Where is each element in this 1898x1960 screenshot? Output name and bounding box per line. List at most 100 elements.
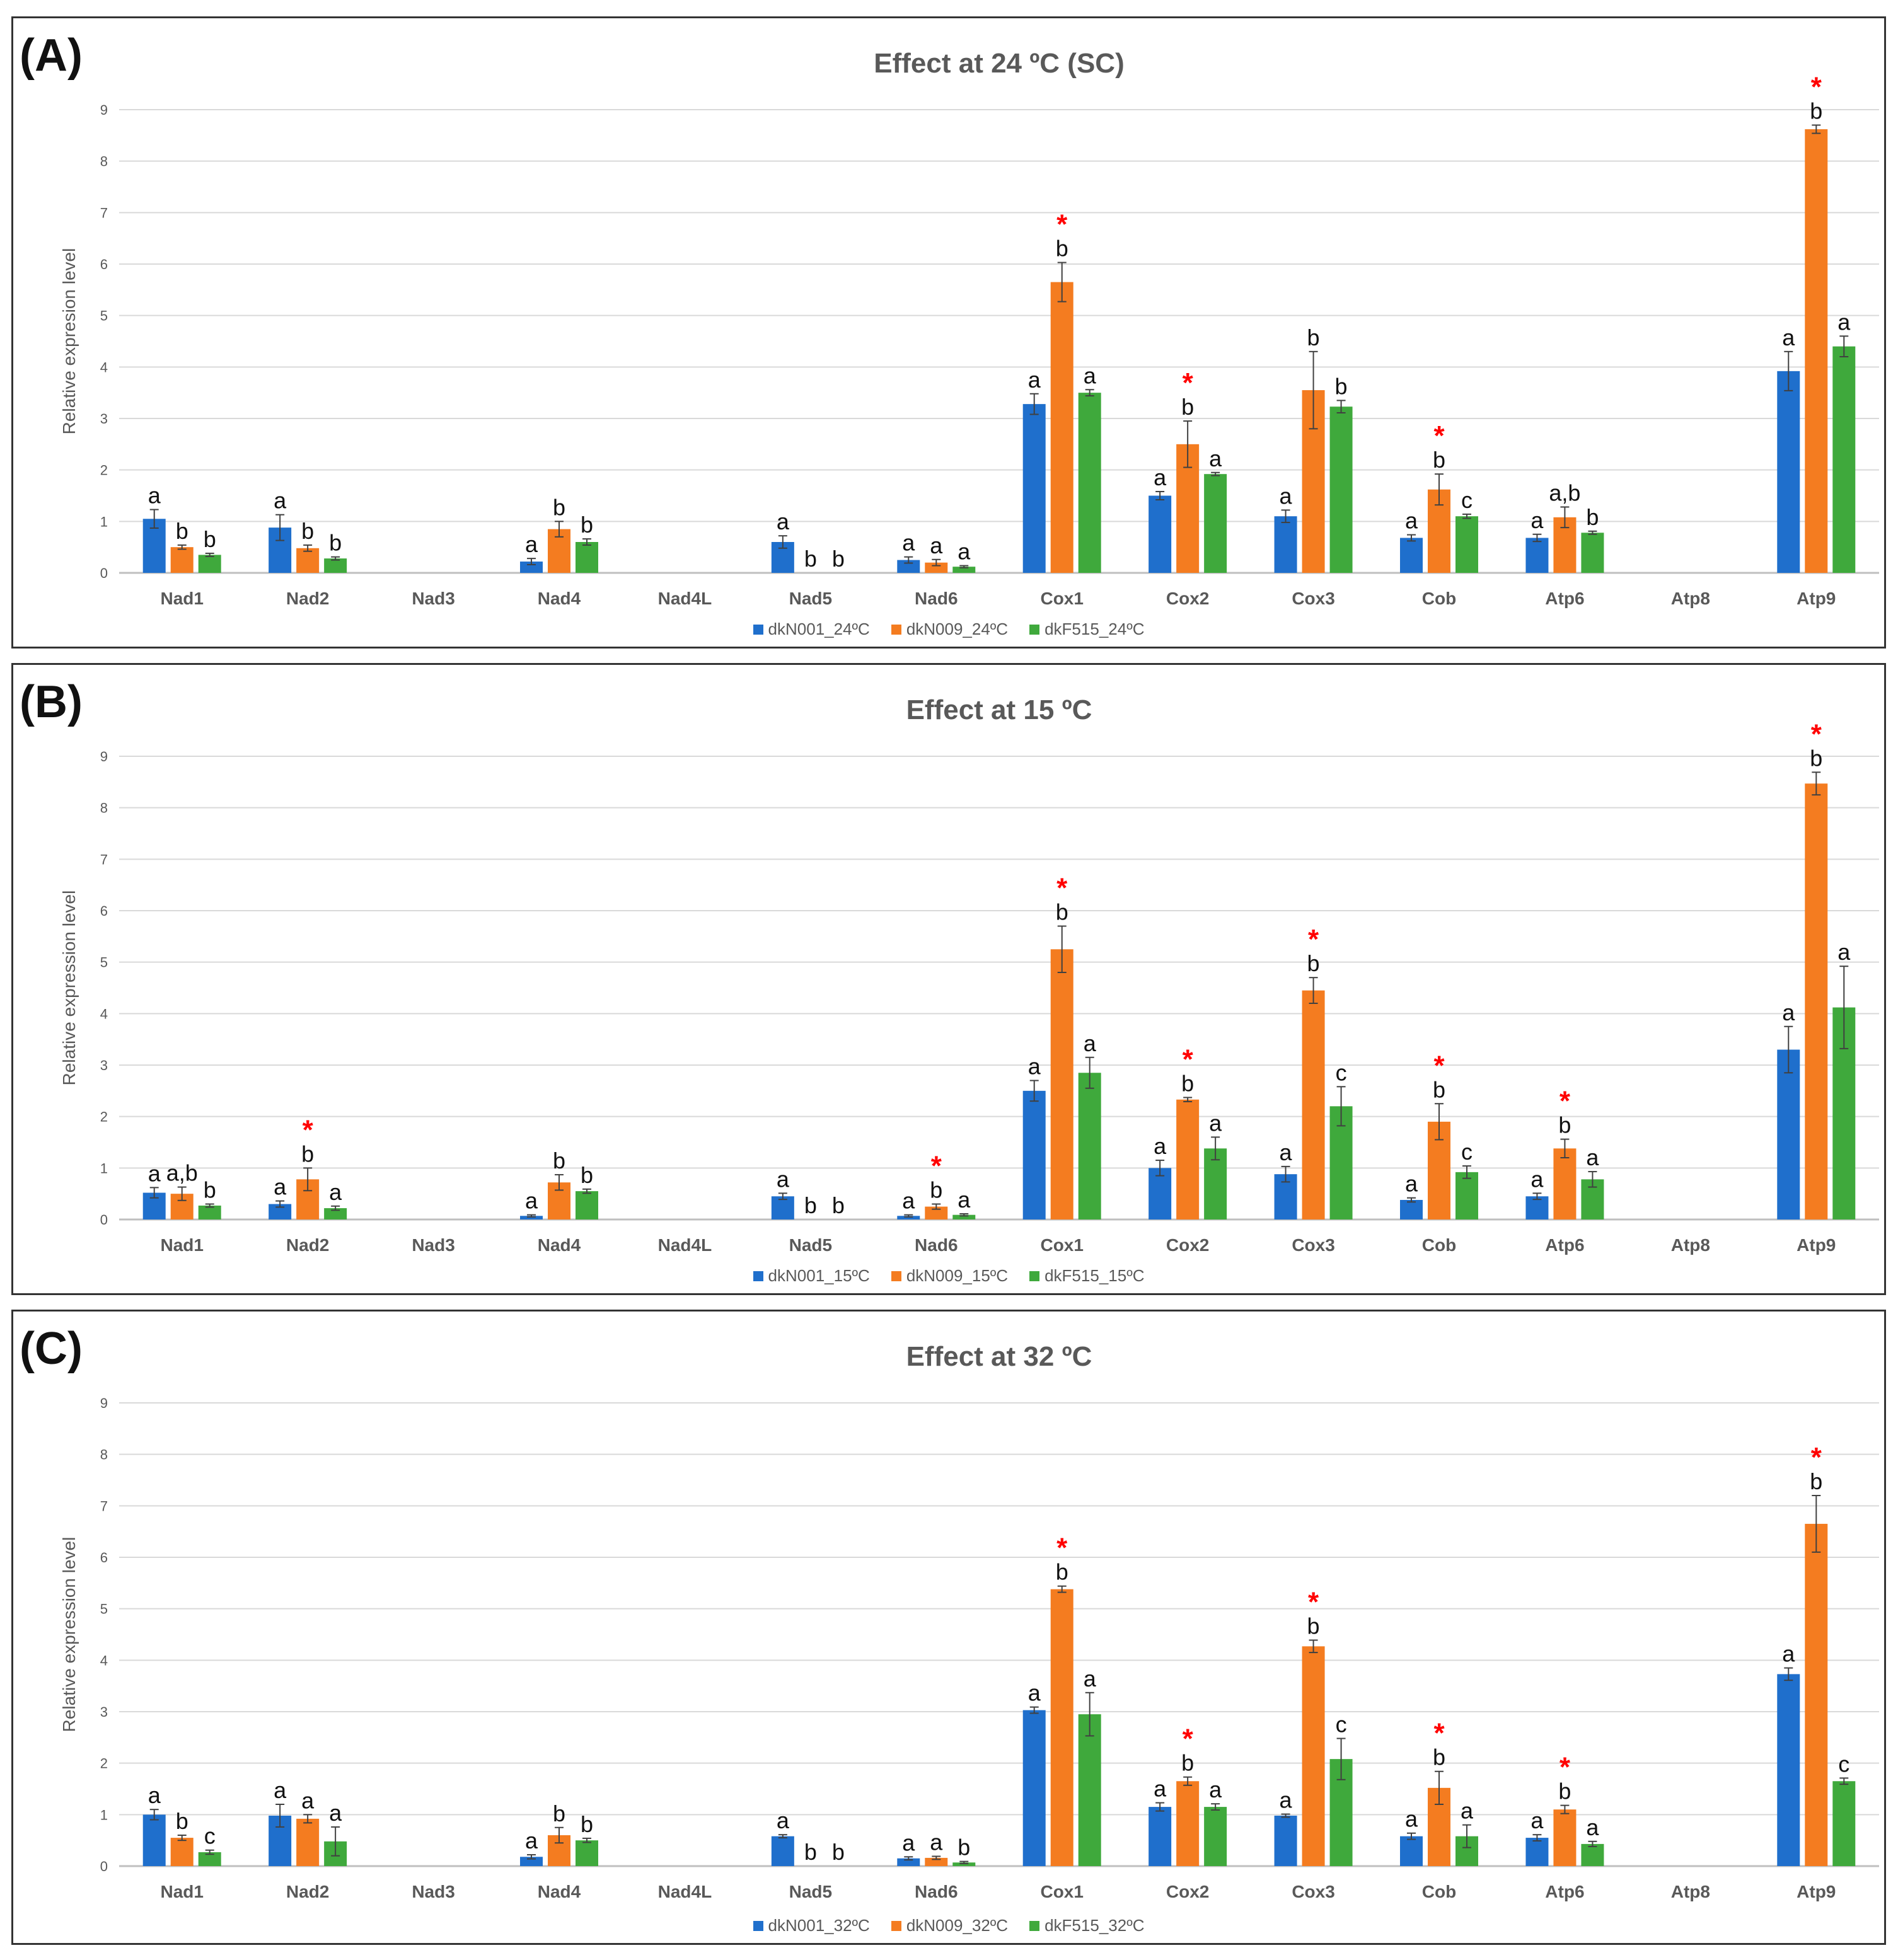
- legend-label: dkF515_24ºC: [1044, 620, 1145, 638]
- significance-letter: b: [1810, 98, 1822, 124]
- y-tick-label: 4: [100, 1652, 108, 1668]
- significance-letter: b: [1810, 745, 1822, 771]
- significance-letter: a: [1209, 1110, 1222, 1136]
- legend-item-series-1: dkN001_15ºC: [753, 1266, 870, 1286]
- category-label: Nad6: [915, 589, 958, 608]
- category-label: Cox3: [1292, 1235, 1334, 1255]
- significance-letter: a: [148, 483, 161, 509]
- bar: [1832, 1781, 1856, 1866]
- panel-label: (B): [20, 677, 83, 727]
- significance-letter: a: [1586, 1814, 1599, 1840]
- significance-letter: a: [1782, 1641, 1795, 1667]
- significance-letter: a,b: [1549, 480, 1580, 505]
- bar: [1805, 783, 1828, 1219]
- significance-star: *: [1056, 1533, 1068, 1564]
- bar: [576, 1191, 598, 1219]
- significance-letter: c: [204, 1823, 216, 1849]
- significance-star: *: [1183, 367, 1194, 398]
- bar: [897, 1858, 920, 1866]
- significance-letter: b: [1558, 1778, 1571, 1804]
- bar: [1050, 949, 1073, 1219]
- y-tick-label: 6: [100, 903, 108, 919]
- significance-letter: a: [1028, 367, 1041, 393]
- significance-letter: a: [1405, 508, 1418, 534]
- bar: [1805, 129, 1828, 574]
- significance-letter: a: [1280, 1139, 1293, 1165]
- legend: dkN001_32ºC dkN009_32ºC dkF515_32ºC: [13, 1916, 1884, 1935]
- bar: [771, 1196, 794, 1219]
- y-tick-label: 2: [100, 463, 108, 478]
- y-tick-label: 4: [100, 359, 108, 375]
- y-tick-label: 7: [100, 205, 108, 221]
- category-label: Atp6: [1545, 1235, 1584, 1255]
- significance-letter: b: [1810, 1468, 1822, 1494]
- y-tick-label: 1: [100, 514, 108, 529]
- bar: [1149, 1168, 1172, 1219]
- significance-star: *: [1433, 1718, 1445, 1749]
- significance-letter: a: [1209, 1777, 1222, 1802]
- legend-label: dkN009_24ºC: [906, 620, 1009, 638]
- significance-star: *: [1056, 873, 1068, 904]
- bar: [296, 548, 320, 573]
- significance-letter: b: [1586, 504, 1599, 530]
- category-label: Nad2: [286, 1882, 329, 1901]
- significance-star: *: [1811, 718, 1822, 749]
- bar: [925, 1857, 948, 1866]
- significance-letter: b: [1056, 236, 1068, 262]
- category-label: Nad1: [160, 1882, 203, 1901]
- bar: [1022, 1090, 1046, 1219]
- significance-star: *: [1433, 420, 1445, 451]
- y-tick-label: 9: [100, 102, 108, 118]
- bar: [520, 1857, 543, 1866]
- bar: [1455, 516, 1478, 573]
- significance-letter: b: [301, 518, 314, 544]
- significance-letter: b: [1433, 447, 1445, 473]
- chart-title: Effect at 32 ºC: [906, 1341, 1092, 1372]
- bar: [198, 555, 221, 573]
- significance-letter: b: [553, 1801, 565, 1826]
- significance-letter: b: [176, 1808, 188, 1834]
- y-tick-label: 9: [100, 749, 108, 764]
- category-label: Cob: [1422, 589, 1456, 608]
- significance-letter: b: [301, 1141, 314, 1167]
- category-label: Nad1: [160, 1235, 203, 1255]
- legend-item-series-3: dkF515_32ºC: [1029, 1916, 1144, 1935]
- legend-label: dkN009_15ºC: [906, 1266, 1009, 1285]
- significance-letter: c: [1336, 1711, 1347, 1737]
- significance-star: *: [1183, 1724, 1194, 1755]
- y-tick-label: 7: [100, 851, 108, 867]
- significance-letter: a: [1531, 507, 1544, 533]
- category-label: Cox1: [1040, 1882, 1083, 1901]
- significance-letter: a: [274, 1174, 287, 1200]
- significance-letter: b: [1181, 1750, 1194, 1776]
- bar: [1050, 282, 1073, 573]
- significance-letter: a: [329, 1800, 342, 1826]
- significance-letter: a: [274, 488, 287, 514]
- legend-swatch: [891, 1920, 901, 1931]
- significance-letter: a: [525, 1828, 538, 1853]
- category-label: Nad4L: [658, 1882, 712, 1901]
- significance-letter: b: [1307, 325, 1320, 350]
- significance-letter: b: [1433, 1076, 1445, 1102]
- bar: [1329, 406, 1353, 573]
- bar: [1581, 533, 1604, 573]
- significance-letter: a: [1084, 1666, 1097, 1692]
- bar: [576, 1840, 598, 1866]
- category-label: Atp8: [1671, 1235, 1710, 1255]
- y-tick-label: 1: [100, 1160, 108, 1176]
- legend-label: dkN009_32ºC: [906, 1916, 1009, 1935]
- significance-letter: b: [581, 1811, 593, 1837]
- bar: [1400, 538, 1423, 573]
- bar: [1400, 1199, 1423, 1219]
- panel-a: (A) Effect at 24 ºC (SC) Relative expresi…: [11, 16, 1886, 649]
- y-tick-label: 0: [100, 1859, 108, 1874]
- category-label: Nad5: [789, 589, 832, 608]
- significance-letter: a: [777, 509, 790, 534]
- category-label: Nad4: [538, 1235, 581, 1255]
- legend-swatch: [753, 1271, 763, 1281]
- category-label: Cox3: [1292, 589, 1334, 608]
- category-label: Nad3: [412, 589, 454, 608]
- significance-letter: a: [1461, 1798, 1474, 1824]
- significance-letter: a: [777, 1166, 790, 1192]
- significance-letter: a: [1154, 464, 1167, 490]
